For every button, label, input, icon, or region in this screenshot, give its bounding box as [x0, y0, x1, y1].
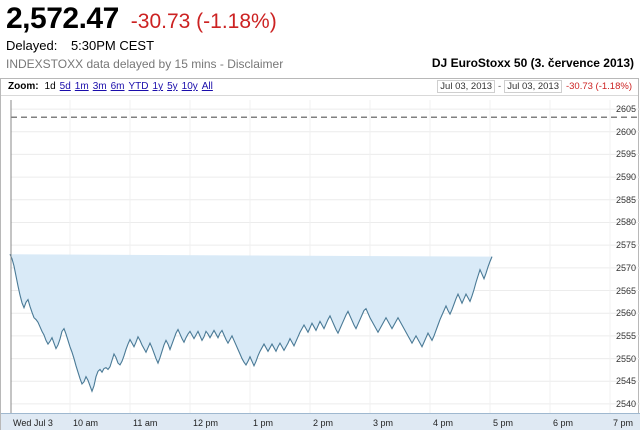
x-tick-label: 4 pm — [433, 418, 454, 428]
price-line — [9, 254, 493, 393]
zoom-option-1d[interactable]: 1d — [44, 81, 56, 92]
x-tick-label: 2 pm — [313, 418, 334, 428]
range-separator: - — [498, 81, 502, 92]
x-tick-label: 7 pm — [613, 418, 634, 428]
range-start-date[interactable]: Jul 03, 2013 — [437, 80, 496, 93]
chart-frame: Zoom: 1d 5d 1m 3m 6m YTD 1y 5y 10y All Jul 03, 201… — [0, 78, 640, 430]
x-tick-label: 1 pm — [253, 418, 274, 428]
plot-area[interactable]: 2605 2600 2595 2590 2585 2580 2575 2570 2565 2560… — [1, 96, 640, 430]
zoom-option-5y[interactable]: 5y — [167, 81, 178, 92]
x-tick-label: Wed Jul 3 — [13, 418, 53, 428]
instrument-title: DJ EuroStoxx 50 (3. července 2013) — [431, 56, 634, 70]
x-tick-label: 12 pm — [193, 418, 219, 428]
zoom-label: Zoom: — [8, 81, 39, 92]
delayed-label: Delayed: — [6, 38, 58, 53]
disclaimer-text[interactable]: INDEXSTOXX data delayed by 15 mins - Dis… — [6, 57, 284, 71]
price-area-fill — [10, 254, 492, 392]
price-change: -30.73 (-1.18%) — [130, 10, 277, 33]
range-end-date[interactable]: Jul 03, 2013 — [504, 80, 562, 93]
x-tick-label: 3 pm — [373, 418, 394, 428]
range-change: -30.73 (-1.18%) — [565, 81, 632, 92]
zoom-option-1y[interactable]: 1y — [152, 81, 164, 92]
quote-header: 2,572.47 -30.73 (-1.18%) Delayed: 5:30PM… — [0, 0, 640, 76]
quote-summary: 2,572.47 -30.73 (-1.18%) — [6, 2, 277, 39]
zoom-option-all[interactable]: All — [201, 81, 213, 92]
x-tick-label: 6 pm — [553, 418, 574, 428]
delayed-status: Delayed: 5:30PM CEST — [6, 38, 154, 53]
x-tick-label: 5 pm — [493, 418, 514, 428]
zoom-option-10y[interactable]: 10y — [181, 81, 198, 92]
zoom-option-5d[interactable]: 5d — [59, 81, 71, 92]
zoom-option-ytd[interactable]: YTD — [128, 81, 149, 92]
zoom-option-3m[interactable]: 3m — [92, 81, 107, 92]
range-readout: Jul 03, 2013- Jul 03, 2013 -30.73 (-1.18%) — [437, 80, 632, 93]
zoom-option-1m[interactable]: 1m — [74, 81, 89, 92]
x-axis-strip: Wed Jul 3 10 am 11 am 12 pm 1 pm 2 pm 3 pm 4 pm… — [1, 413, 640, 430]
last-price: 2,572.47 — [6, 2, 119, 35]
zoom-range-controls: Zoom: 1d 5d 1m 3m 6m YTD 1y 5y 10y All — [8, 81, 215, 92]
x-tick-label: 10 am — [73, 418, 99, 428]
price-chart-svg[interactable] — [1, 96, 640, 430]
x-tick-label: 11 am — [133, 418, 158, 428]
zoom-option-6m[interactable]: 6m — [110, 81, 125, 92]
zoom-toolbar: Zoom: 1d 5d 1m 3m 6m YTD 1y 5y 10y All Jul 03, 201… — [1, 79, 638, 96]
delayed-time: 5:30PM CEST — [70, 38, 155, 53]
